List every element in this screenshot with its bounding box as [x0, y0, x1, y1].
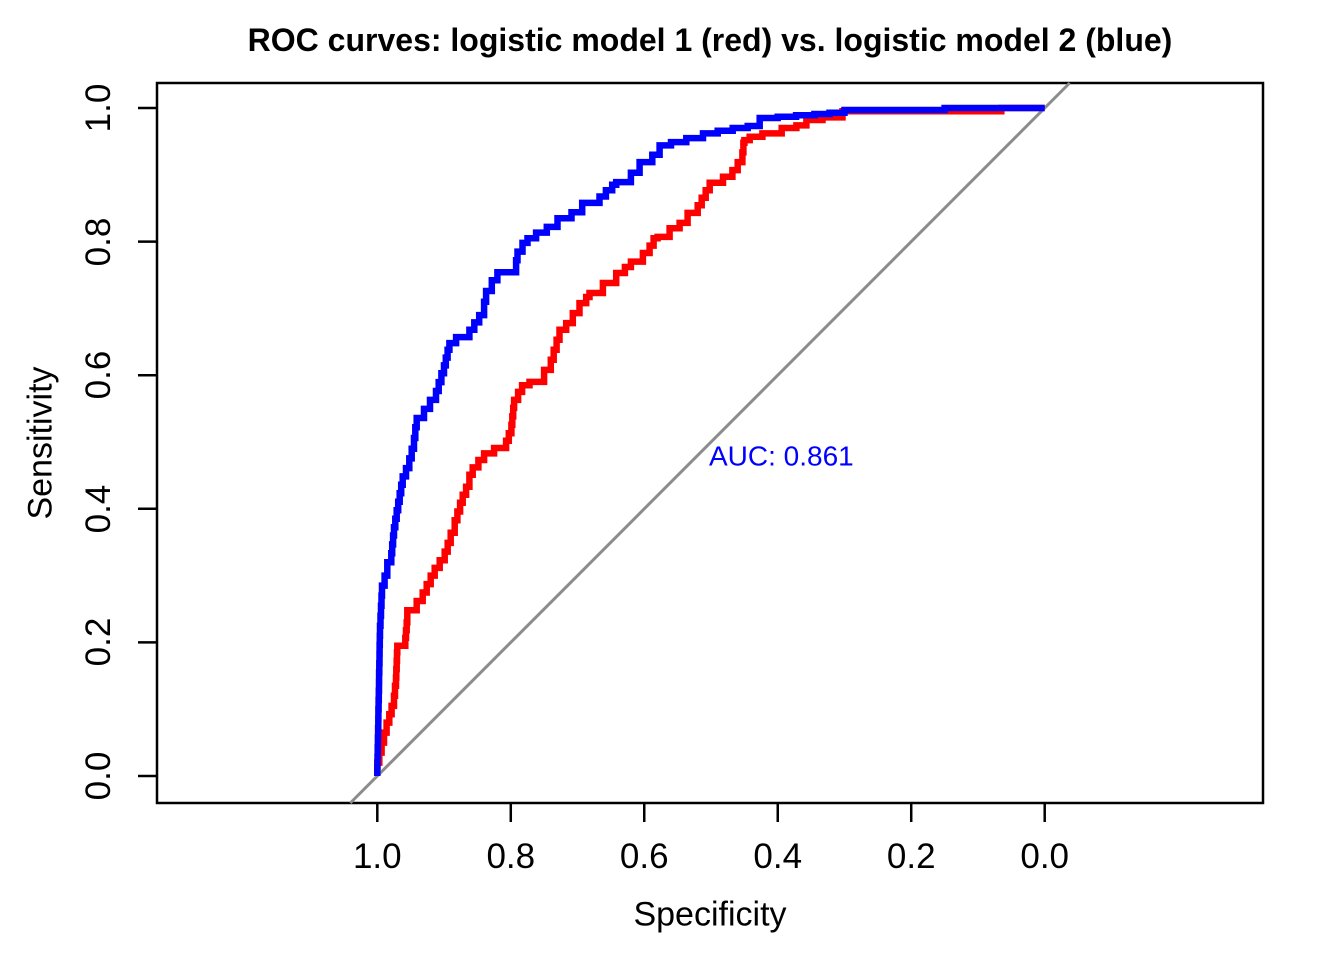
- x-tick-label: 0.6: [619, 837, 669, 876]
- y-tick-label: 0.2: [79, 618, 118, 667]
- auc-annotation: AUC: 0.861: [709, 440, 854, 472]
- x-tick-label: 0.2: [886, 837, 936, 876]
- x-tick-label: 0.0: [1020, 837, 1070, 876]
- x-axis-title: Specificity: [633, 895, 787, 934]
- y-tick-label: 1.0: [79, 83, 118, 133]
- y-tick-label: 0.0: [79, 751, 118, 801]
- plot-box: [155, 81, 1265, 805]
- y-tick-label: 0.4: [79, 484, 118, 534]
- identity-reference-line: [349, 81, 1071, 805]
- roc-curve-series-1: [374, 104, 1045, 776]
- y-tick-label: 0.6: [79, 350, 118, 400]
- chart-title: ROC curves: logistic model 1 (red) vs. l…: [247, 22, 1173, 58]
- x-tick-label: 1.0: [352, 837, 402, 876]
- y-axis-title: Sensitivity: [21, 366, 60, 520]
- x-tick-label: 0.8: [486, 837, 536, 876]
- y-tick-label: 0.8: [79, 217, 118, 266]
- roc-curve-series-2: [374, 104, 1045, 776]
- x-tick-label: 0.4: [753, 837, 803, 876]
